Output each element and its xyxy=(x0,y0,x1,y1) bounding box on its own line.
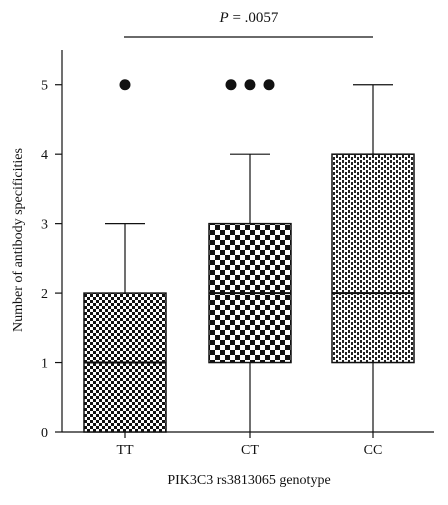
box-tt xyxy=(83,79,167,433)
box-ct xyxy=(208,79,292,432)
y-axis-label: Number of antibody specificities xyxy=(11,148,26,332)
boxes xyxy=(83,79,415,433)
x-tick-label: CC xyxy=(364,443,383,458)
y-tick-label: 3 xyxy=(41,218,48,233)
y-tick-label: 4 xyxy=(41,148,48,163)
outlier-point xyxy=(244,79,256,91)
y-tick-label: 2 xyxy=(41,287,48,302)
x-tick-label: TT xyxy=(116,443,134,458)
y-tick-label: 1 xyxy=(41,357,48,372)
y-tick-label: 5 xyxy=(41,79,48,94)
p-value-annotation: P = .0057 xyxy=(219,10,279,26)
p-value-symbol: P xyxy=(219,10,229,26)
outlier-point xyxy=(225,79,237,91)
y-tick-label: 0 xyxy=(41,426,48,441)
p-value-text: = .0057 xyxy=(229,10,279,26)
iqr-box xyxy=(331,153,415,364)
box-cc xyxy=(331,84,415,432)
outlier-point xyxy=(263,79,275,91)
x-axis-label: PIK3C3 rs3813065 genotype xyxy=(167,473,330,488)
x-tick-label: CT xyxy=(241,443,259,458)
outlier-point xyxy=(119,79,131,91)
